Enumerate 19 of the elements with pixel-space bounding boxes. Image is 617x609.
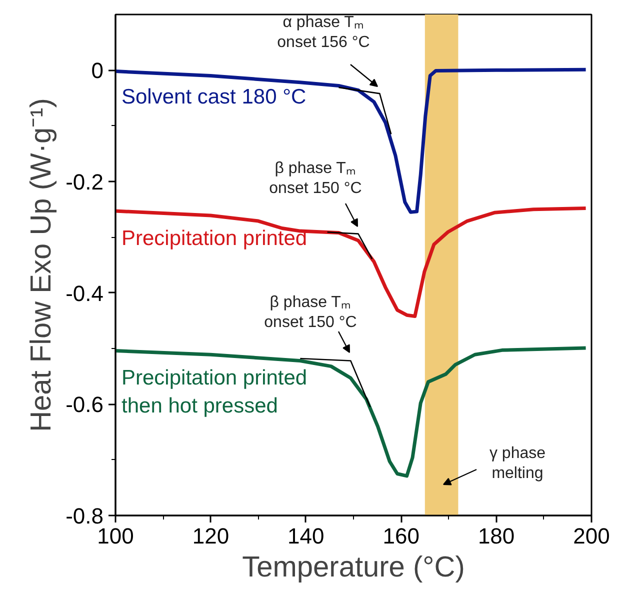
line-series: [116, 68, 588, 214]
y-axis-title: Heat Flow Exo Up (W·g⁻¹): [26, 98, 58, 432]
annotation: γ phase melting: [489, 444, 546, 482]
series-label: Solvent cast 180 °C: [122, 85, 306, 108]
annotation: β phase Tₘ onset 150 °C: [264, 294, 357, 332]
x-tick-label: 160: [382, 524, 420, 548]
x-axis-title: Temperature (°C): [242, 552, 465, 584]
y-tick-label: -0.2: [66, 170, 104, 194]
y-tick-label: -0.6: [66, 392, 104, 418]
series-label: Precipitation printed then hot pressed: [122, 366, 308, 418]
x-tick-label: 180: [478, 524, 515, 548]
series-label: Precipitation printed: [122, 227, 308, 250]
x-tick-label: 140: [288, 524, 324, 548]
y-tick-label: 0: [91, 58, 104, 84]
y-tick-label: -0.4: [66, 280, 104, 306]
annotation: α phase Tₘ onset 156 °C: [277, 14, 370, 52]
annotation: β phase Tₘ onset 150 °C: [269, 160, 362, 198]
x-tick-label: 200: [573, 524, 610, 548]
x-tick-label: 120: [192, 524, 230, 548]
